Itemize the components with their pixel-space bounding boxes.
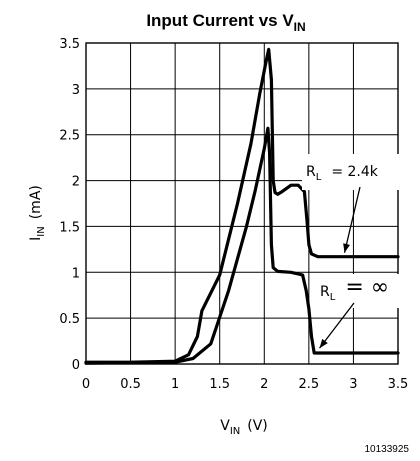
y-tick-label: 2 (72, 175, 80, 190)
series-1-label-sub: L (316, 172, 322, 183)
y-tick-label: 3 (72, 83, 80, 98)
series-line-1 (84, 47, 400, 364)
y-axis-label-unit: (mA) (28, 185, 44, 219)
x-tick-label: 3.5 (388, 377, 409, 392)
figure-number: 10133925 (365, 444, 410, 455)
y-axis-label: IIN (mA) (28, 185, 47, 241)
y-tick-label: 0.5 (59, 312, 80, 327)
series-1-label: RL = 2.4k (306, 164, 379, 183)
y-axis-label-sub: IN (36, 226, 47, 236)
series-2-arrow-shaft (319, 302, 355, 349)
x-tick-label: 0.5 (120, 377, 141, 392)
y-tick-label: 1 (72, 266, 80, 281)
chart-title-main: Input Current vs V (146, 11, 294, 30)
x-tick-label: 1 (171, 377, 179, 392)
x-tick-label: 0 (82, 377, 90, 392)
series-2-label-value: = ∞ (345, 275, 389, 300)
series-2-label-sub: L (330, 292, 336, 303)
x-tick-label: 2 (260, 377, 268, 392)
y-tick-label: 0 (72, 358, 80, 373)
y-tick-label: 1.5 (59, 220, 80, 235)
series-2-label-bg (314, 274, 400, 308)
x-axis-label-sub: IN (230, 426, 240, 437)
grid-lines (85, 42, 399, 365)
series-1-label-value: = 2.4k (331, 164, 378, 180)
plot-frame (85, 42, 399, 365)
series-1-label-bg (302, 154, 402, 190)
series-1-arrow-shaft (343, 186, 361, 253)
chart-title: Input Current vs VIN (146, 11, 305, 34)
x-axis-label-main: V (220, 418, 230, 434)
x-axis-label-unit: (V) (247, 418, 268, 434)
label-arrows (319, 186, 361, 349)
series-2-label: RL = ∞ (320, 275, 389, 303)
y-tick-label: 2.5 (59, 129, 80, 144)
x-tick-label: 2.5 (299, 377, 320, 392)
y-tick-label: 3.5 (59, 37, 80, 52)
y-axis-label-main: I (28, 237, 44, 241)
series-lines (84, 47, 400, 365)
x-axis-label: VIN (V) (220, 418, 268, 437)
series-1-label-main: R (306, 164, 316, 180)
tick-labels: 0 0.5 1 1.5 2 2.5 3 3.5 0 0.5 1 1.5 2 2.5 3 3.5 (59, 37, 408, 392)
series-line-2 (84, 126, 400, 365)
x-tick-label: 3 (349, 377, 357, 392)
series-2-label-main: R (320, 284, 330, 300)
series-2-arrow-head (319, 338, 328, 349)
series-1-arrow-head (343, 243, 350, 253)
chart-title-sub: IN (294, 20, 306, 34)
x-tick-label: 1.5 (209, 377, 230, 392)
